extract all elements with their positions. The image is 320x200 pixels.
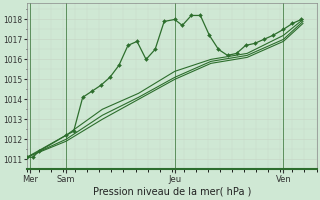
X-axis label: Pression niveau de la mer( hPa ): Pression niveau de la mer( hPa ) <box>92 187 251 197</box>
